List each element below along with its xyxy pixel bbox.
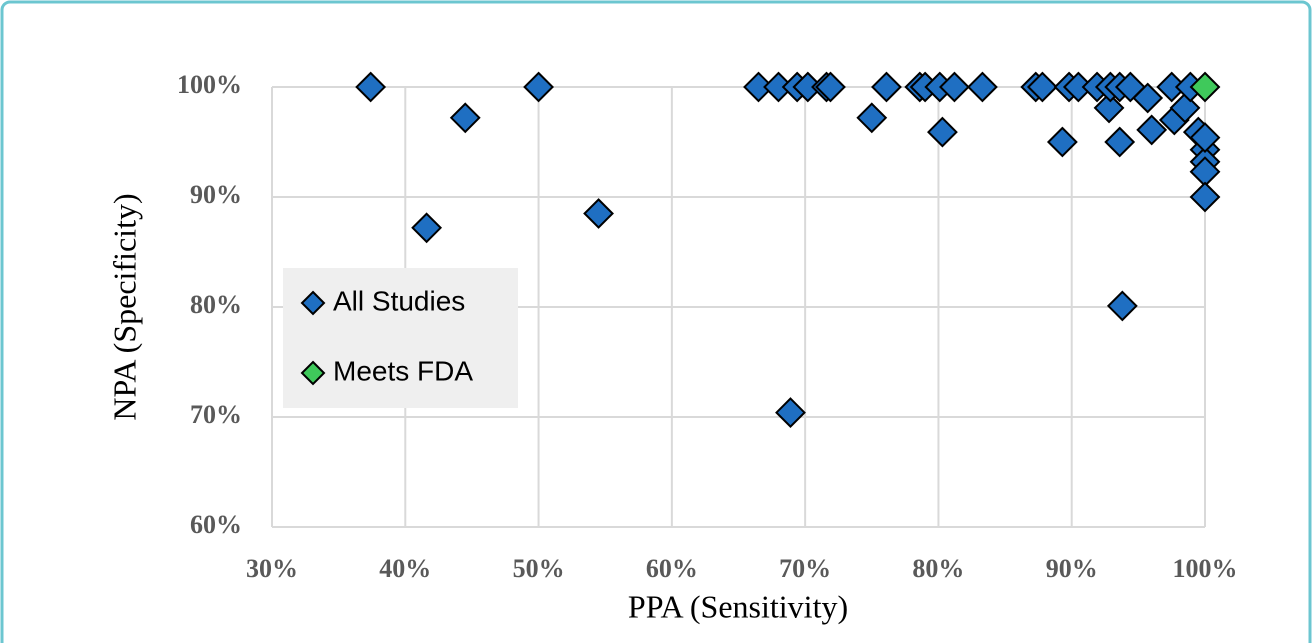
point xyxy=(1189,71,1221,103)
point xyxy=(1189,181,1221,213)
point xyxy=(1136,114,1168,146)
x-tick-label: 70% xyxy=(779,554,831,583)
x-tick-label: 80% xyxy=(912,554,964,583)
point xyxy=(523,71,554,103)
point xyxy=(1189,122,1221,154)
legend-marker xyxy=(300,360,326,386)
point xyxy=(1046,126,1078,158)
point xyxy=(966,71,998,103)
x-tick-label: 30% xyxy=(246,554,298,583)
x-tick-label: 50% xyxy=(513,554,565,583)
point xyxy=(1106,290,1138,322)
legend-box xyxy=(283,268,518,408)
tick-labels: 30% 40% 50% 60% 70% 80% 90% 100% 60% 70% 80% 90% 100… xyxy=(177,70,1238,583)
point xyxy=(583,198,614,229)
point xyxy=(939,71,970,103)
point xyxy=(411,212,443,244)
x-tick-label: 40% xyxy=(379,554,431,583)
x-tick-label: 60% xyxy=(646,554,698,583)
point xyxy=(449,102,481,134)
point xyxy=(1132,82,1164,114)
point xyxy=(1169,92,1201,124)
legend-label: All Studies xyxy=(333,285,465,316)
point xyxy=(775,397,806,429)
point xyxy=(1104,126,1136,158)
legend-marker xyxy=(300,290,326,316)
x-axis-title: PPA (Sensitivity) xyxy=(628,588,848,624)
y-tick-label: 90% xyxy=(190,180,242,209)
y-axis-title: NPA (Specificity) xyxy=(106,193,142,420)
point xyxy=(815,71,846,103)
point xyxy=(871,71,902,103)
point xyxy=(1093,92,1125,124)
x-tick-label: 90% xyxy=(1046,554,1098,583)
point xyxy=(355,71,387,103)
legend-label: Meets FDA xyxy=(333,355,473,386)
point xyxy=(856,102,888,134)
point xyxy=(1026,71,1058,103)
points xyxy=(355,71,1221,429)
x-tick-label: 100% xyxy=(1173,554,1238,583)
y-tick-label: 70% xyxy=(190,400,242,429)
point xyxy=(927,116,958,148)
legend: All Studies Meets FDA xyxy=(283,268,518,408)
y-tick-label: 100% xyxy=(177,70,242,99)
y-tick-label: 80% xyxy=(190,290,242,319)
y-tick-label: 60% xyxy=(190,510,242,539)
